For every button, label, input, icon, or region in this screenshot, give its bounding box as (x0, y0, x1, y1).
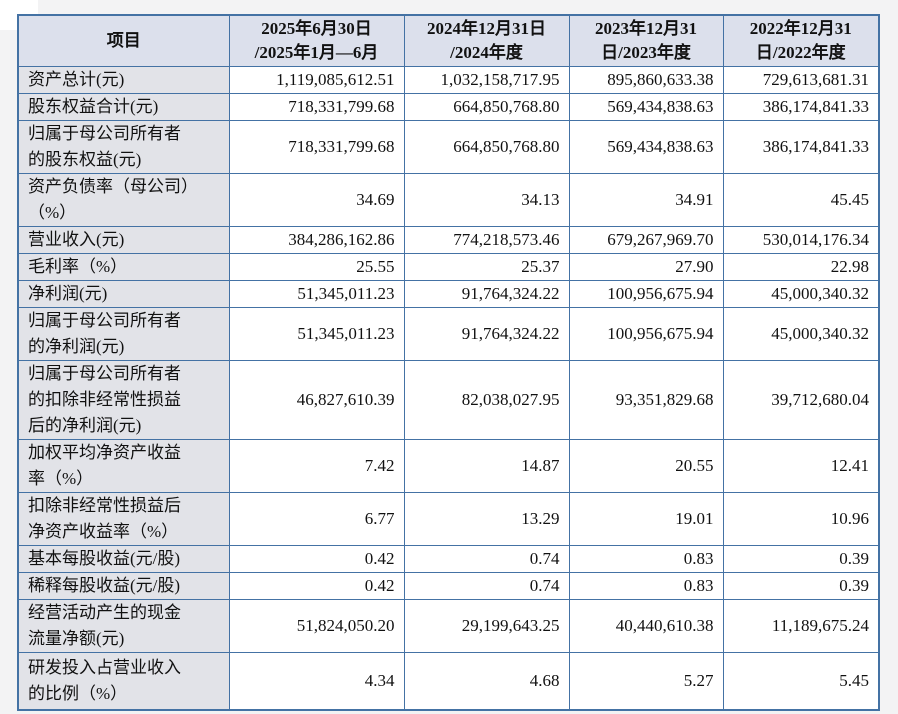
cell-value: 384,286,162.86 (228, 226, 405, 254)
cell-value: 14.87 (403, 439, 570, 493)
cell-value: 664,850,768.80 (403, 120, 570, 174)
table-row: 股东权益合计(元) 718,331,799.68 664,850,768.80 569… (17, 93, 880, 121)
row-label: 扣除非经常性损益后 净资产收益率（%） (17, 492, 230, 546)
cell-value: 29,199,643.25 (403, 599, 570, 653)
cell-value: 729,613,681.31 (722, 66, 880, 94)
table-row: 净利润(元) 51,345,011.23 91,764,324.22 100,956,… (17, 280, 880, 308)
cell-value: 0.42 (228, 572, 405, 600)
cell-value: 51,345,011.23 (228, 307, 405, 361)
cell-value: 718,331,799.68 (228, 120, 405, 174)
row-label: 营业收入(元) (17, 226, 230, 254)
column-header-period-2: 2024年12月31日 /2024年度 (403, 14, 570, 67)
row-label: 净利润(元) (17, 280, 230, 308)
cell-value: 91,764,324.22 (403, 280, 570, 308)
table-row: 稀释每股收益(元/股) 0.42 0.74 0.83 0.39 (17, 572, 880, 600)
cell-value: 93,351,829.68 (568, 360, 724, 440)
cell-value: 895,860,633.38 (568, 66, 724, 94)
cell-value: 4.68 (403, 652, 570, 711)
column-header-period-3: 2023年12月31 日/2023年度 (568, 14, 724, 67)
cell-value: 0.42 (228, 545, 405, 573)
row-label: 经营活动产生的现金 流量净额(元) (17, 599, 230, 653)
cell-value: 19.01 (568, 492, 724, 546)
cell-value: 45,000,340.32 (722, 307, 880, 361)
cell-value: 386,174,841.33 (722, 120, 880, 174)
cell-value: 0.74 (403, 545, 570, 573)
row-label: 资产负债率（母公司） （%） (17, 173, 230, 227)
cell-value: 530,014,176.34 (722, 226, 880, 254)
cell-value: 1,119,085,612.51 (228, 66, 405, 94)
cell-value: 569,434,838.63 (568, 120, 724, 174)
column-header-period-4: 2022年12月31 日/2022年度 (722, 14, 880, 67)
column-header-period-1: 2025年6月30日 /2025年1月—6月 (228, 14, 405, 67)
cell-value: 13.29 (403, 492, 570, 546)
cell-value: 45,000,340.32 (722, 280, 880, 308)
cell-value: 82,038,027.95 (403, 360, 570, 440)
cell-value: 12.41 (722, 439, 880, 493)
cell-value: 6.77 (228, 492, 405, 546)
cell-value: 0.39 (722, 545, 880, 573)
header-row: 项目 2025年6月30日 /2025年1月—6月 2024年12月31日 /202… (17, 14, 880, 67)
cell-value: 45.45 (722, 173, 880, 227)
cell-value: 34.91 (568, 173, 724, 227)
cell-value: 0.83 (568, 572, 724, 600)
row-label: 归属于母公司所有者 的股东权益(元) (17, 120, 230, 174)
cell-value: 679,267,969.70 (568, 226, 724, 254)
cell-value: 100,956,675.94 (568, 307, 724, 361)
cell-value: 46,827,610.39 (228, 360, 405, 440)
cell-value: 1,032,158,717.95 (403, 66, 570, 94)
cell-value: 0.83 (568, 545, 724, 573)
cell-value: 51,824,050.20 (228, 599, 405, 653)
cell-value: 0.39 (722, 572, 880, 600)
column-header-item: 项目 (17, 14, 230, 67)
cell-value: 51,345,011.23 (228, 280, 405, 308)
cell-value: 4.34 (228, 652, 405, 711)
cell-value: 25.37 (403, 253, 570, 281)
row-label: 资产总计(元) (17, 66, 230, 94)
table-row: 归属于母公司所有者 的净利润(元) 51,345,011.23 91,764,324… (17, 307, 880, 361)
row-label: 加权平均净资产收益 率（%） (17, 439, 230, 493)
cell-value: 11,189,675.24 (722, 599, 880, 653)
cell-value: 569,434,838.63 (568, 93, 724, 121)
table-row: 加权平均净资产收益 率（%） 7.42 14.87 20.55 12.41 (17, 439, 880, 493)
row-label: 归属于母公司所有者 的扣除非经常性损益 后的净利润(元) (17, 360, 230, 440)
cell-value: 27.90 (568, 253, 724, 281)
cell-value: 34.13 (403, 173, 570, 227)
cell-value: 20.55 (568, 439, 724, 493)
row-label: 股东权益合计(元) (17, 93, 230, 121)
table-row: 研发投入占营业收入 的比例（%） 4.34 4.68 5.27 5.45 (17, 652, 880, 711)
table-row: 扣除非经常性损益后 净资产收益率（%） 6.77 13.29 19.01 10.96 (17, 492, 880, 546)
table-row: 毛利率（%） 25.55 25.37 27.90 22.98 (17, 253, 880, 281)
cell-value: 5.27 (568, 652, 724, 711)
table-row: 经营活动产生的现金 流量净额(元) 51,824,050.20 29,199,643… (17, 599, 880, 653)
cell-value: 100,956,675.94 (568, 280, 724, 308)
cell-value: 664,850,768.80 (403, 93, 570, 121)
cell-value: 25.55 (228, 253, 405, 281)
table-row: 资产负债率（母公司） （%） 34.69 34.13 34.91 45.45 (17, 173, 880, 227)
cell-value: 10.96 (722, 492, 880, 546)
cell-value: 386,174,841.33 (722, 93, 880, 121)
cell-value: 0.74 (403, 572, 570, 600)
table-body: 资产总计(元) 1,119,085,612.51 1,032,158,717.95 8… (17, 66, 880, 711)
cell-value: 774,218,573.46 (403, 226, 570, 254)
row-label: 毛利率（%） (17, 253, 230, 281)
table-row: 归属于母公司所有者 的扣除非经常性损益 后的净利润(元) 46,827,610.3… (17, 360, 880, 440)
cell-value: 5.45 (722, 652, 880, 711)
cell-value: 22.98 (722, 253, 880, 281)
cell-value: 40,440,610.38 (568, 599, 724, 653)
table-row: 资产总计(元) 1,119,085,612.51 1,032,158,717.95 8… (17, 66, 880, 94)
row-label: 研发投入占营业收入 的比例（%） (17, 652, 230, 711)
row-label: 基本每股收益(元/股) (17, 545, 230, 573)
cell-value: 39,712,680.04 (722, 360, 880, 440)
table-row: 营业收入(元) 384,286,162.86 774,218,573.46 679,2… (17, 226, 880, 254)
cell-value: 34.69 (228, 173, 405, 227)
row-label: 稀释每股收益(元/股) (17, 572, 230, 600)
financial-summary-table: 项目 2025年6月30日 /2025年1月—6月 2024年12月31日 /202… (17, 14, 880, 711)
table-row: 基本每股收益(元/股) 0.42 0.74 0.83 0.39 (17, 545, 880, 573)
row-label: 归属于母公司所有者 的净利润(元) (17, 307, 230, 361)
cell-value: 7.42 (228, 439, 405, 493)
cell-value: 718,331,799.68 (228, 93, 405, 121)
cell-value: 91,764,324.22 (403, 307, 570, 361)
table-row: 归属于母公司所有者 的股东权益(元) 718,331,799.68 664,850,… (17, 120, 880, 174)
